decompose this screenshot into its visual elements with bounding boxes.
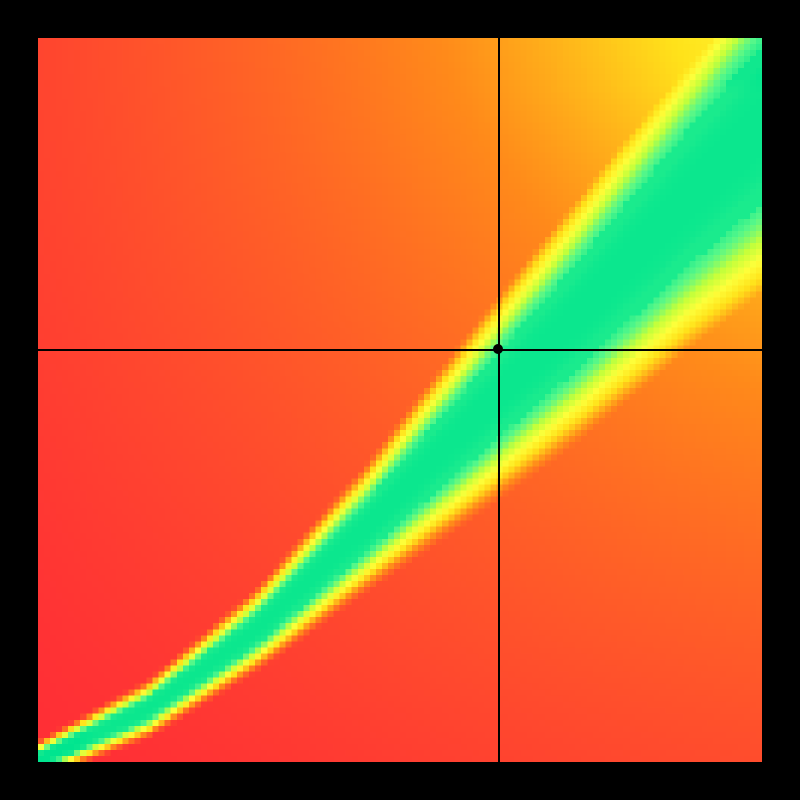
crosshair-vertical [498,38,500,762]
crosshair-horizontal [38,349,762,351]
crosshair-point [493,344,503,354]
heatmap-container [38,38,762,762]
heatmap-canvas [38,38,762,762]
watermark-text: TheBottleneck.com [570,6,762,32]
